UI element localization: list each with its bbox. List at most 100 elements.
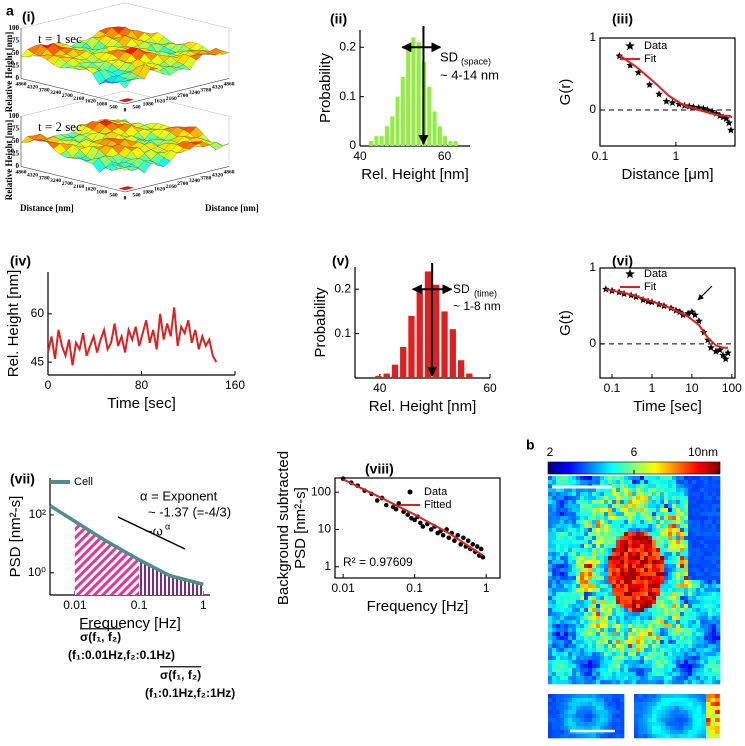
heatmap-cell xyxy=(568,580,572,584)
heatmap-cell xyxy=(640,648,644,652)
heatmap-cell xyxy=(688,576,692,580)
heatmap-cell xyxy=(572,508,576,512)
heatmap-cell xyxy=(624,680,628,684)
heatmap-cell xyxy=(580,572,584,576)
heatmap-cell xyxy=(572,560,576,564)
heatmap-cell xyxy=(624,552,628,556)
heatmap-cell xyxy=(697,730,702,734)
heatmap-cell xyxy=(560,710,564,714)
heatmap-cell xyxy=(568,632,572,636)
heatmap-cell xyxy=(684,624,688,628)
heatmap-cell xyxy=(600,544,604,548)
heatmap-cell xyxy=(568,508,572,512)
heatmap-cell xyxy=(584,572,588,576)
heatmap-cell xyxy=(616,548,620,552)
heatmap-cell xyxy=(620,632,624,636)
data-point xyxy=(394,507,399,512)
heatmap-cell xyxy=(644,492,648,496)
heatmap-cell xyxy=(596,528,600,532)
heatmap-cell xyxy=(712,476,716,480)
heatmap-cell xyxy=(568,706,572,710)
heatmap-cell xyxy=(696,560,700,564)
heatmap-cell xyxy=(679,714,684,718)
heatmap-cell xyxy=(572,480,576,484)
heatmap-cell xyxy=(588,528,592,532)
heatmap-cell xyxy=(548,726,552,730)
heatmap-cell xyxy=(632,476,636,480)
heatmap-cell xyxy=(680,484,684,488)
heatmap-cell xyxy=(564,524,568,528)
heatmap-cell xyxy=(688,706,693,710)
heatmap-cell xyxy=(612,644,616,648)
heatmap-cell xyxy=(664,664,668,668)
heatmap-cell xyxy=(592,592,596,596)
heatmap-cell xyxy=(672,588,676,592)
heatmap-cell xyxy=(708,588,712,592)
heatmap-cell xyxy=(708,664,712,668)
heatmap-cell xyxy=(568,500,572,504)
heatmap-cell xyxy=(568,504,572,508)
heatmap-cell xyxy=(568,668,572,672)
bar xyxy=(443,136,447,146)
heatmap-cell xyxy=(564,694,568,698)
y-axis-label: G(t) xyxy=(557,310,574,336)
heatmap-cell xyxy=(684,524,688,528)
heatmap-cell xyxy=(672,516,676,520)
heatmap-cell xyxy=(608,600,612,604)
heatmap-cell xyxy=(664,572,668,576)
heatmap-cell xyxy=(572,476,576,480)
heatmap-cell xyxy=(596,500,600,504)
heatmap-cell xyxy=(628,484,632,488)
heatmap-cell xyxy=(604,672,608,676)
heatmap-cell xyxy=(660,560,664,564)
heatmap-cell xyxy=(592,706,596,710)
heatmap-cell xyxy=(580,608,584,612)
heatmap-cell xyxy=(700,604,704,608)
heatmap-cell xyxy=(644,616,648,620)
heatmap-cell xyxy=(652,612,656,616)
heatmap-cell xyxy=(664,676,668,680)
heatmap-cell xyxy=(706,710,711,714)
heatmap-cell xyxy=(564,714,568,718)
heatmap-cell xyxy=(624,496,628,500)
heatmap-cell xyxy=(556,504,560,508)
heatmap-cell xyxy=(584,548,588,552)
heatmap-cell xyxy=(616,540,620,544)
x-tick-label: 0.1 xyxy=(131,598,148,612)
bar xyxy=(392,365,398,378)
heatmap-cell xyxy=(568,664,572,668)
y-tick-label: 3240 xyxy=(50,90,61,96)
y-axis-label: PSD [nm²-s] xyxy=(7,496,24,578)
heatmap-cell xyxy=(548,672,552,676)
heatmap-cell xyxy=(612,520,616,524)
heatmap-cell xyxy=(636,504,640,508)
heatmap-cell xyxy=(576,496,580,500)
heatmap-cell xyxy=(552,572,556,576)
heatmap-cell xyxy=(612,714,616,718)
heatmap-cell xyxy=(600,624,604,628)
heatmap-cell xyxy=(632,624,636,628)
heatmap-cell xyxy=(588,648,592,652)
heatmap-cell xyxy=(696,524,700,528)
heatmap-cell xyxy=(672,600,676,604)
heatmap-cell xyxy=(560,616,564,620)
heatmap-cell xyxy=(636,588,640,592)
heatmap-cell xyxy=(612,592,616,596)
heatmap-cell xyxy=(644,580,648,584)
heatmap-cell xyxy=(644,524,648,528)
heatmap-cell xyxy=(652,584,656,588)
heatmap-cell xyxy=(692,560,696,564)
heatmap-cell xyxy=(708,548,712,552)
heatmap-cell xyxy=(600,604,604,608)
heatmap-cell xyxy=(636,536,640,540)
heatmap-cell xyxy=(715,734,720,738)
heatmap-cell xyxy=(568,516,572,520)
heatmap-cell xyxy=(700,616,704,620)
heatmap-cell xyxy=(700,652,704,656)
heatmap-cell xyxy=(592,508,596,512)
subplot-title: t = 1 sec xyxy=(38,31,82,46)
heatmap-cell xyxy=(648,660,652,664)
heatmap-cell xyxy=(684,636,688,640)
heatmap-cell xyxy=(580,656,584,660)
heatmap-cell xyxy=(664,520,668,524)
